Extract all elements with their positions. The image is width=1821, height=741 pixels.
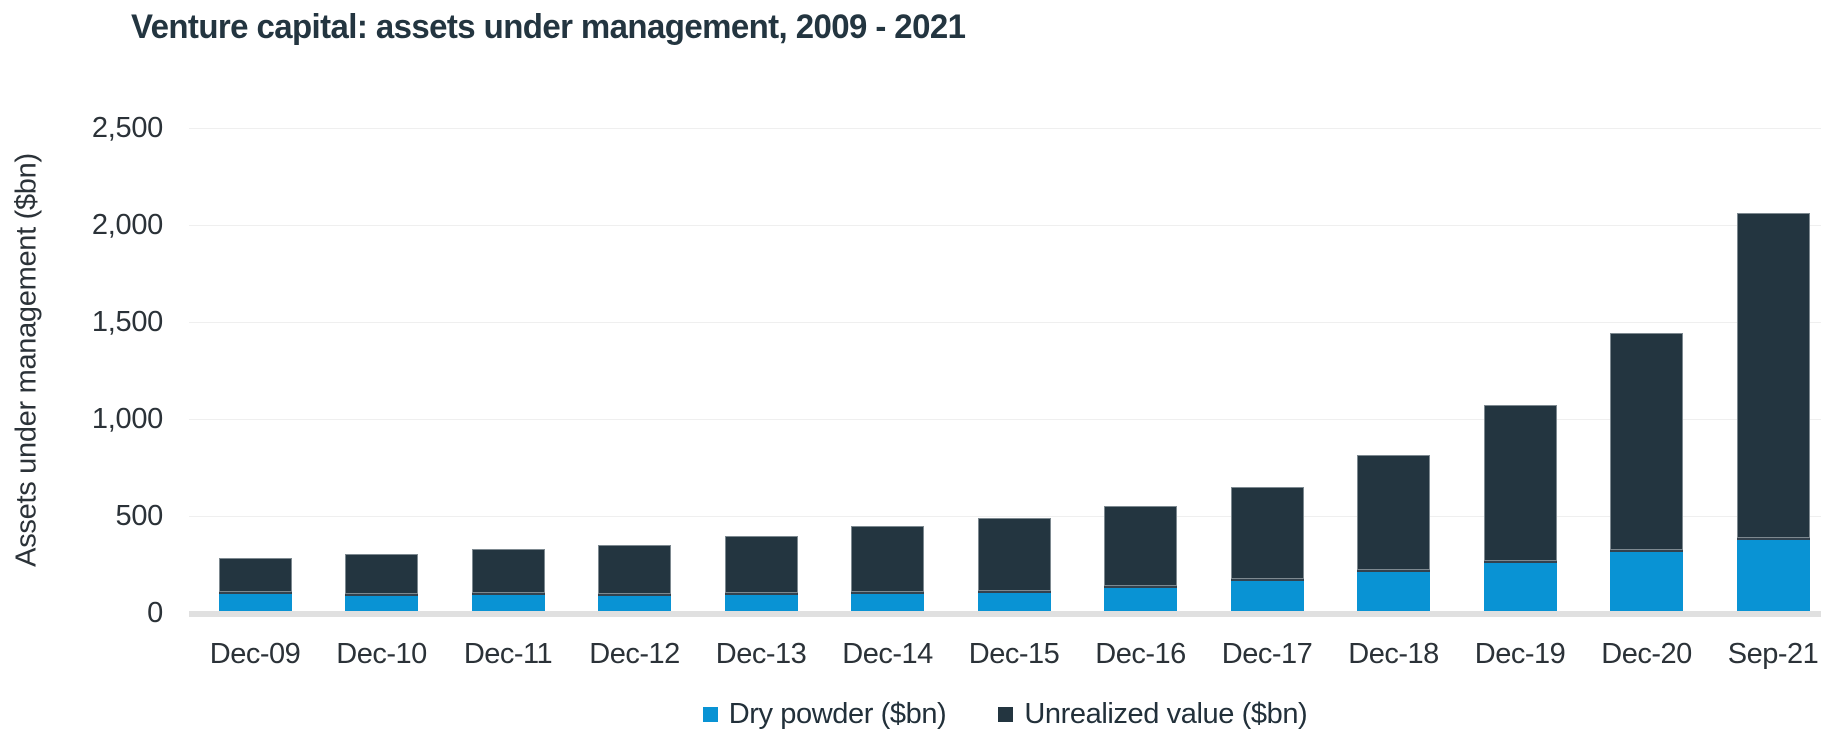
x-axis-line xyxy=(189,611,1821,617)
bar-segment-dry-powder-Dec-19 xyxy=(1483,561,1557,613)
bar-segment-unrealized-Dec-09 xyxy=(218,557,292,593)
x-tick-label-Sep-21: Sep-21 xyxy=(1727,638,1819,670)
bar-segment-dry-powder-Dec-10 xyxy=(345,593,418,613)
x-tick-label-Dec-10: Dec-10 xyxy=(336,638,427,670)
x-tick-label-Dec-18: Dec-18 xyxy=(1348,638,1439,670)
x-tick-label-Dec-11: Dec-11 xyxy=(463,638,553,670)
x-tick-label-Dec-17: Dec-17 xyxy=(1221,638,1313,670)
x-tick-label-Dec-12: Dec-12 xyxy=(589,638,680,670)
bar-segment-dry-powder-Dec-14 xyxy=(851,592,924,613)
x-tick-label-Dec-16: Dec-16 xyxy=(1095,638,1186,670)
bar-segment-dry-powder-Dec-15 xyxy=(977,591,1051,613)
bar-segment-unrealized-Dec-12 xyxy=(598,545,671,594)
x-tick-label-Dec-15: Dec-15 xyxy=(968,638,1060,670)
bar-segment-unrealized-Dec-18 xyxy=(1357,454,1430,571)
bar-segment-dry-powder-Dec-18 xyxy=(1357,570,1430,613)
bar-segment-unrealized-Dec-20 xyxy=(1610,333,1683,550)
bar-segment-dry-powder-Sep-21 xyxy=(1736,538,1810,613)
gridline-2500 xyxy=(189,128,1821,129)
legend-label: Dry powder ($bn) xyxy=(728,697,947,730)
y-tick-label-2500: 2,500 xyxy=(91,112,163,144)
bar-segment-unrealized-Dec-15 xyxy=(977,518,1051,592)
bar-segment-unrealized-Dec-16 xyxy=(1104,506,1177,586)
bar-segment-unrealized-Dec-17 xyxy=(1230,486,1304,580)
bar-segment-unrealized-Sep-21 xyxy=(1736,212,1810,539)
bar-segment-unrealized-Dec-19 xyxy=(1483,405,1557,562)
gridline-1000 xyxy=(189,419,1821,420)
x-tick-label-Dec-09: Dec-09 xyxy=(209,638,301,670)
y-tick-label-2000: 2,000 xyxy=(91,209,163,241)
bar-segment-dry-powder-Dec-20 xyxy=(1610,549,1683,613)
bar-segment-dry-powder-Dec-16 xyxy=(1104,585,1177,613)
gridline-500 xyxy=(189,516,1821,517)
y-tick-label-0: 0 xyxy=(147,597,163,629)
bar-segment-unrealized-Dec-10 xyxy=(345,554,418,594)
gridline-1500 xyxy=(189,322,1821,323)
x-tick-label-Dec-20: Dec-20 xyxy=(1601,638,1692,670)
bar-segment-dry-powder-Dec-17 xyxy=(1230,579,1304,613)
bar-segment-dry-powder-Dec-11 xyxy=(471,592,545,613)
chart-title: Venture capital: assets under management… xyxy=(131,8,966,46)
bar-segment-dry-powder-Dec-12 xyxy=(598,593,671,613)
bar-segment-unrealized-Dec-14 xyxy=(851,526,924,593)
x-tick-label-Dec-14: Dec-14 xyxy=(842,638,933,670)
legend-swatch-icon xyxy=(702,706,718,722)
legend: Dry powder ($bn) Unrealized value ($bn) xyxy=(189,694,1821,734)
legend-item-unrealized-value: Unrealized value ($bn) xyxy=(998,697,1308,731)
legend-item-dry-powder: Dry powder ($bn) xyxy=(702,697,947,731)
bar-segment-dry-powder-Dec-13 xyxy=(724,592,798,613)
gridline-2000 xyxy=(189,225,1821,226)
x-tick-label-Dec-19: Dec-19 xyxy=(1474,638,1566,670)
y-tick-label-1000: 1,000 xyxy=(91,403,163,435)
legend-swatch-icon xyxy=(998,706,1014,722)
y-tick-label-1500: 1,500 xyxy=(91,306,163,338)
bar-segment-unrealized-Dec-13 xyxy=(724,535,798,593)
y-axis-title: Assets under management ($bn) xyxy=(10,153,43,567)
y-tick-label-500: 500 xyxy=(115,500,164,532)
x-tick-label-Dec-13: Dec-13 xyxy=(715,638,807,670)
bar-segment-unrealized-Dec-11 xyxy=(471,548,545,593)
legend-label: Unrealized value ($bn) xyxy=(1024,697,1308,730)
bar-segment-dry-powder-Dec-09 xyxy=(218,592,292,613)
